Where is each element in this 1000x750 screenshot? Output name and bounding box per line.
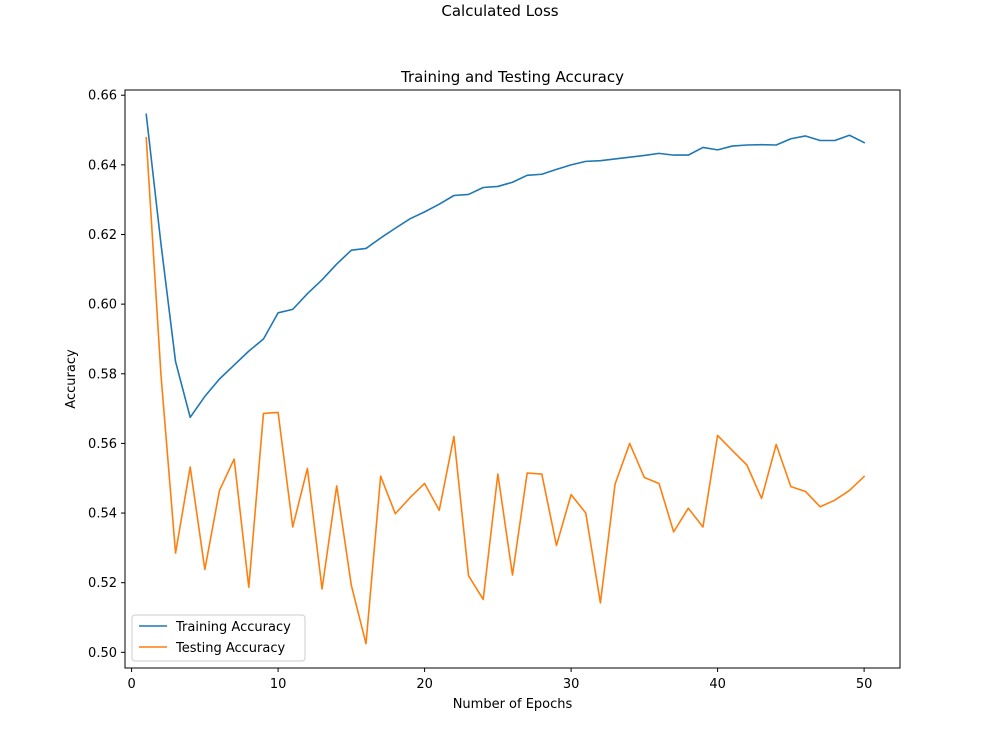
y-tick-label: 0.56 — [88, 437, 117, 452]
y-axis-label: Accuracy — [64, 349, 79, 409]
y-tick-label: 0.60 — [88, 298, 117, 313]
series-line-training-accuracy — [145, 113, 866, 419]
series-line-testing-accuracy — [145, 136, 866, 645]
y-tick-label: 0.54 — [88, 507, 117, 522]
legend-box — [131, 614, 306, 662]
x-axis-label: Number of Epochs — [453, 697, 573, 712]
x-tick-label: 20 — [416, 677, 433, 692]
legend-label-testing: Testing Accuracy — [175, 641, 285, 656]
x-tick-label: 30 — [563, 677, 580, 692]
y-tick-label: 0.62 — [88, 228, 117, 243]
legend-label-training: Training Accuracy — [175, 620, 291, 635]
x-tick-label: 50 — [856, 677, 873, 692]
y-tick-label: 0.64 — [88, 158, 117, 173]
plot-lines — [145, 113, 866, 645]
legend: Training Accuracy Testing Accuracy — [131, 614, 306, 662]
x-tick-label: 0 — [127, 677, 135, 692]
x-axis-ticks: 0 10 20 30 40 50 — [127, 668, 872, 692]
y-tick-label: 0.58 — [88, 367, 117, 382]
x-tick-label: 40 — [709, 677, 726, 692]
figure-suptitle: Calculated Loss — [441, 2, 558, 20]
chart-title: Training and Testing Accuracy — [400, 68, 624, 86]
plot-frame — [124, 89, 901, 669]
x-tick-label: 10 — [270, 677, 287, 692]
y-tick-label: 0.50 — [88, 646, 117, 661]
y-tick-label: 0.66 — [88, 89, 117, 104]
y-axis-ticks: 0.50 0.52 0.54 0.56 0.58 0.60 0.62 0.64 0.66 — [88, 89, 125, 661]
y-tick-label: 0.52 — [88, 576, 117, 591]
